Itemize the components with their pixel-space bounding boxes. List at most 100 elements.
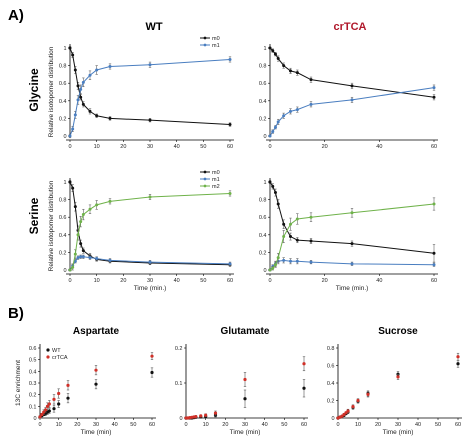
x-tick-label: 60	[431, 278, 437, 284]
y-tick-label: 0.2	[327, 399, 335, 405]
chart-title: Sucrose	[378, 326, 418, 337]
data-point	[88, 109, 92, 113]
x-tick-label: 40	[376, 278, 382, 284]
x-tick-label: 20	[322, 144, 328, 150]
x-tick-label: 30	[147, 144, 153, 150]
data-point	[150, 370, 154, 375]
data-point	[148, 118, 152, 122]
data-point	[204, 413, 208, 417]
y-tick-label: 0	[33, 416, 36, 422]
data-point	[148, 63, 152, 67]
data-point	[40, 412, 44, 417]
data-point	[68, 134, 72, 138]
data-point	[268, 180, 272, 184]
axes: 00.20.40.60.810 10 20 30 40 50 60	[59, 178, 234, 284]
data-point	[243, 397, 247, 401]
y-tick-label: 0.2	[59, 116, 67, 122]
y-tick-label: 0.6	[259, 81, 267, 87]
y-tick-label: 0.4	[259, 233, 267, 239]
data-point	[71, 127, 75, 131]
data-point	[71, 265, 75, 269]
data-point	[81, 255, 85, 259]
data-point	[148, 195, 152, 199]
y-tick-label: 0.2	[175, 346, 183, 352]
data-point	[309, 239, 313, 243]
data-point	[95, 203, 99, 207]
data-point	[88, 256, 92, 260]
x-axis-label: Time (min)	[383, 429, 414, 436]
x-tick-label: 0	[68, 278, 71, 284]
data-point	[47, 402, 51, 406]
data-point	[350, 98, 354, 102]
x-tick-label: 40	[174, 144, 180, 150]
x-tick-label: 30	[242, 422, 248, 428]
y-tick-label: 1	[63, 46, 66, 52]
y-tick-label: 0.8	[59, 64, 67, 70]
panel-b-label: B)	[8, 305, 24, 322]
y-tick-label: 0	[263, 268, 266, 274]
y-tick-label: 0.5	[29, 358, 37, 364]
data-point	[94, 382, 98, 386]
x-tick-label: 0	[336, 422, 339, 428]
data-point	[81, 249, 85, 253]
data-point	[71, 53, 75, 57]
series-m1	[68, 56, 232, 139]
panel-a-label: A)	[8, 7, 24, 24]
data-point	[108, 116, 112, 120]
data-point	[282, 222, 286, 226]
data-point	[456, 362, 460, 366]
series-line	[269, 203, 435, 271]
data-point	[282, 64, 286, 68]
x-tick-label: 60	[431, 144, 437, 150]
legend-marker	[46, 355, 50, 359]
data-point	[295, 108, 299, 112]
axes: 0 0.2 0.4 0.6 0.8 1 0 20 40 60	[259, 178, 438, 284]
data-point	[295, 259, 299, 263]
y-tick-label: 0.2	[259, 116, 267, 122]
x-tick-label: 50	[130, 422, 136, 428]
data-point	[79, 242, 83, 246]
data-point	[273, 263, 277, 267]
data-point	[79, 87, 83, 91]
x-tick-label: 40	[174, 278, 180, 284]
y-tick-label: 1	[263, 180, 266, 186]
data-point	[309, 260, 313, 264]
x-tick-label: 50	[200, 278, 206, 284]
x-tick-label: 20	[222, 422, 228, 428]
data-point	[88, 207, 92, 211]
data-point	[268, 268, 272, 272]
y-tick-label: 0	[63, 134, 66, 140]
y-tick-label: 0.8	[327, 346, 335, 352]
data-point	[432, 86, 436, 90]
x-tick-label: 20	[375, 422, 381, 428]
data-point	[282, 114, 286, 118]
data-point	[289, 69, 292, 73]
data-point	[273, 125, 277, 129]
data-point	[350, 242, 354, 246]
data-point	[73, 252, 77, 256]
data-point	[276, 57, 280, 61]
data-point	[47, 409, 51, 413]
legend-marker	[46, 348, 50, 352]
data-point	[432, 95, 436, 99]
x-tick-label: 0	[268, 278, 271, 284]
data-point	[38, 415, 42, 419]
data-point	[45, 404, 50, 408]
legend-marker	[203, 43, 207, 47]
series-line	[69, 47, 231, 126]
data-point	[282, 235, 286, 239]
x-tick-label: 40	[376, 144, 382, 150]
y-tick-label: 0.4	[29, 369, 37, 375]
x-tick-label: 10	[355, 422, 361, 428]
data-point	[396, 375, 400, 379]
data-point	[81, 213, 85, 217]
series-m1	[268, 84, 436, 138]
data-point	[81, 80, 85, 84]
x-tick-label: 60	[227, 278, 233, 284]
y-tick-label: 0.4	[327, 381, 335, 387]
legend-label: WT	[52, 348, 61, 354]
data-point	[148, 260, 152, 264]
